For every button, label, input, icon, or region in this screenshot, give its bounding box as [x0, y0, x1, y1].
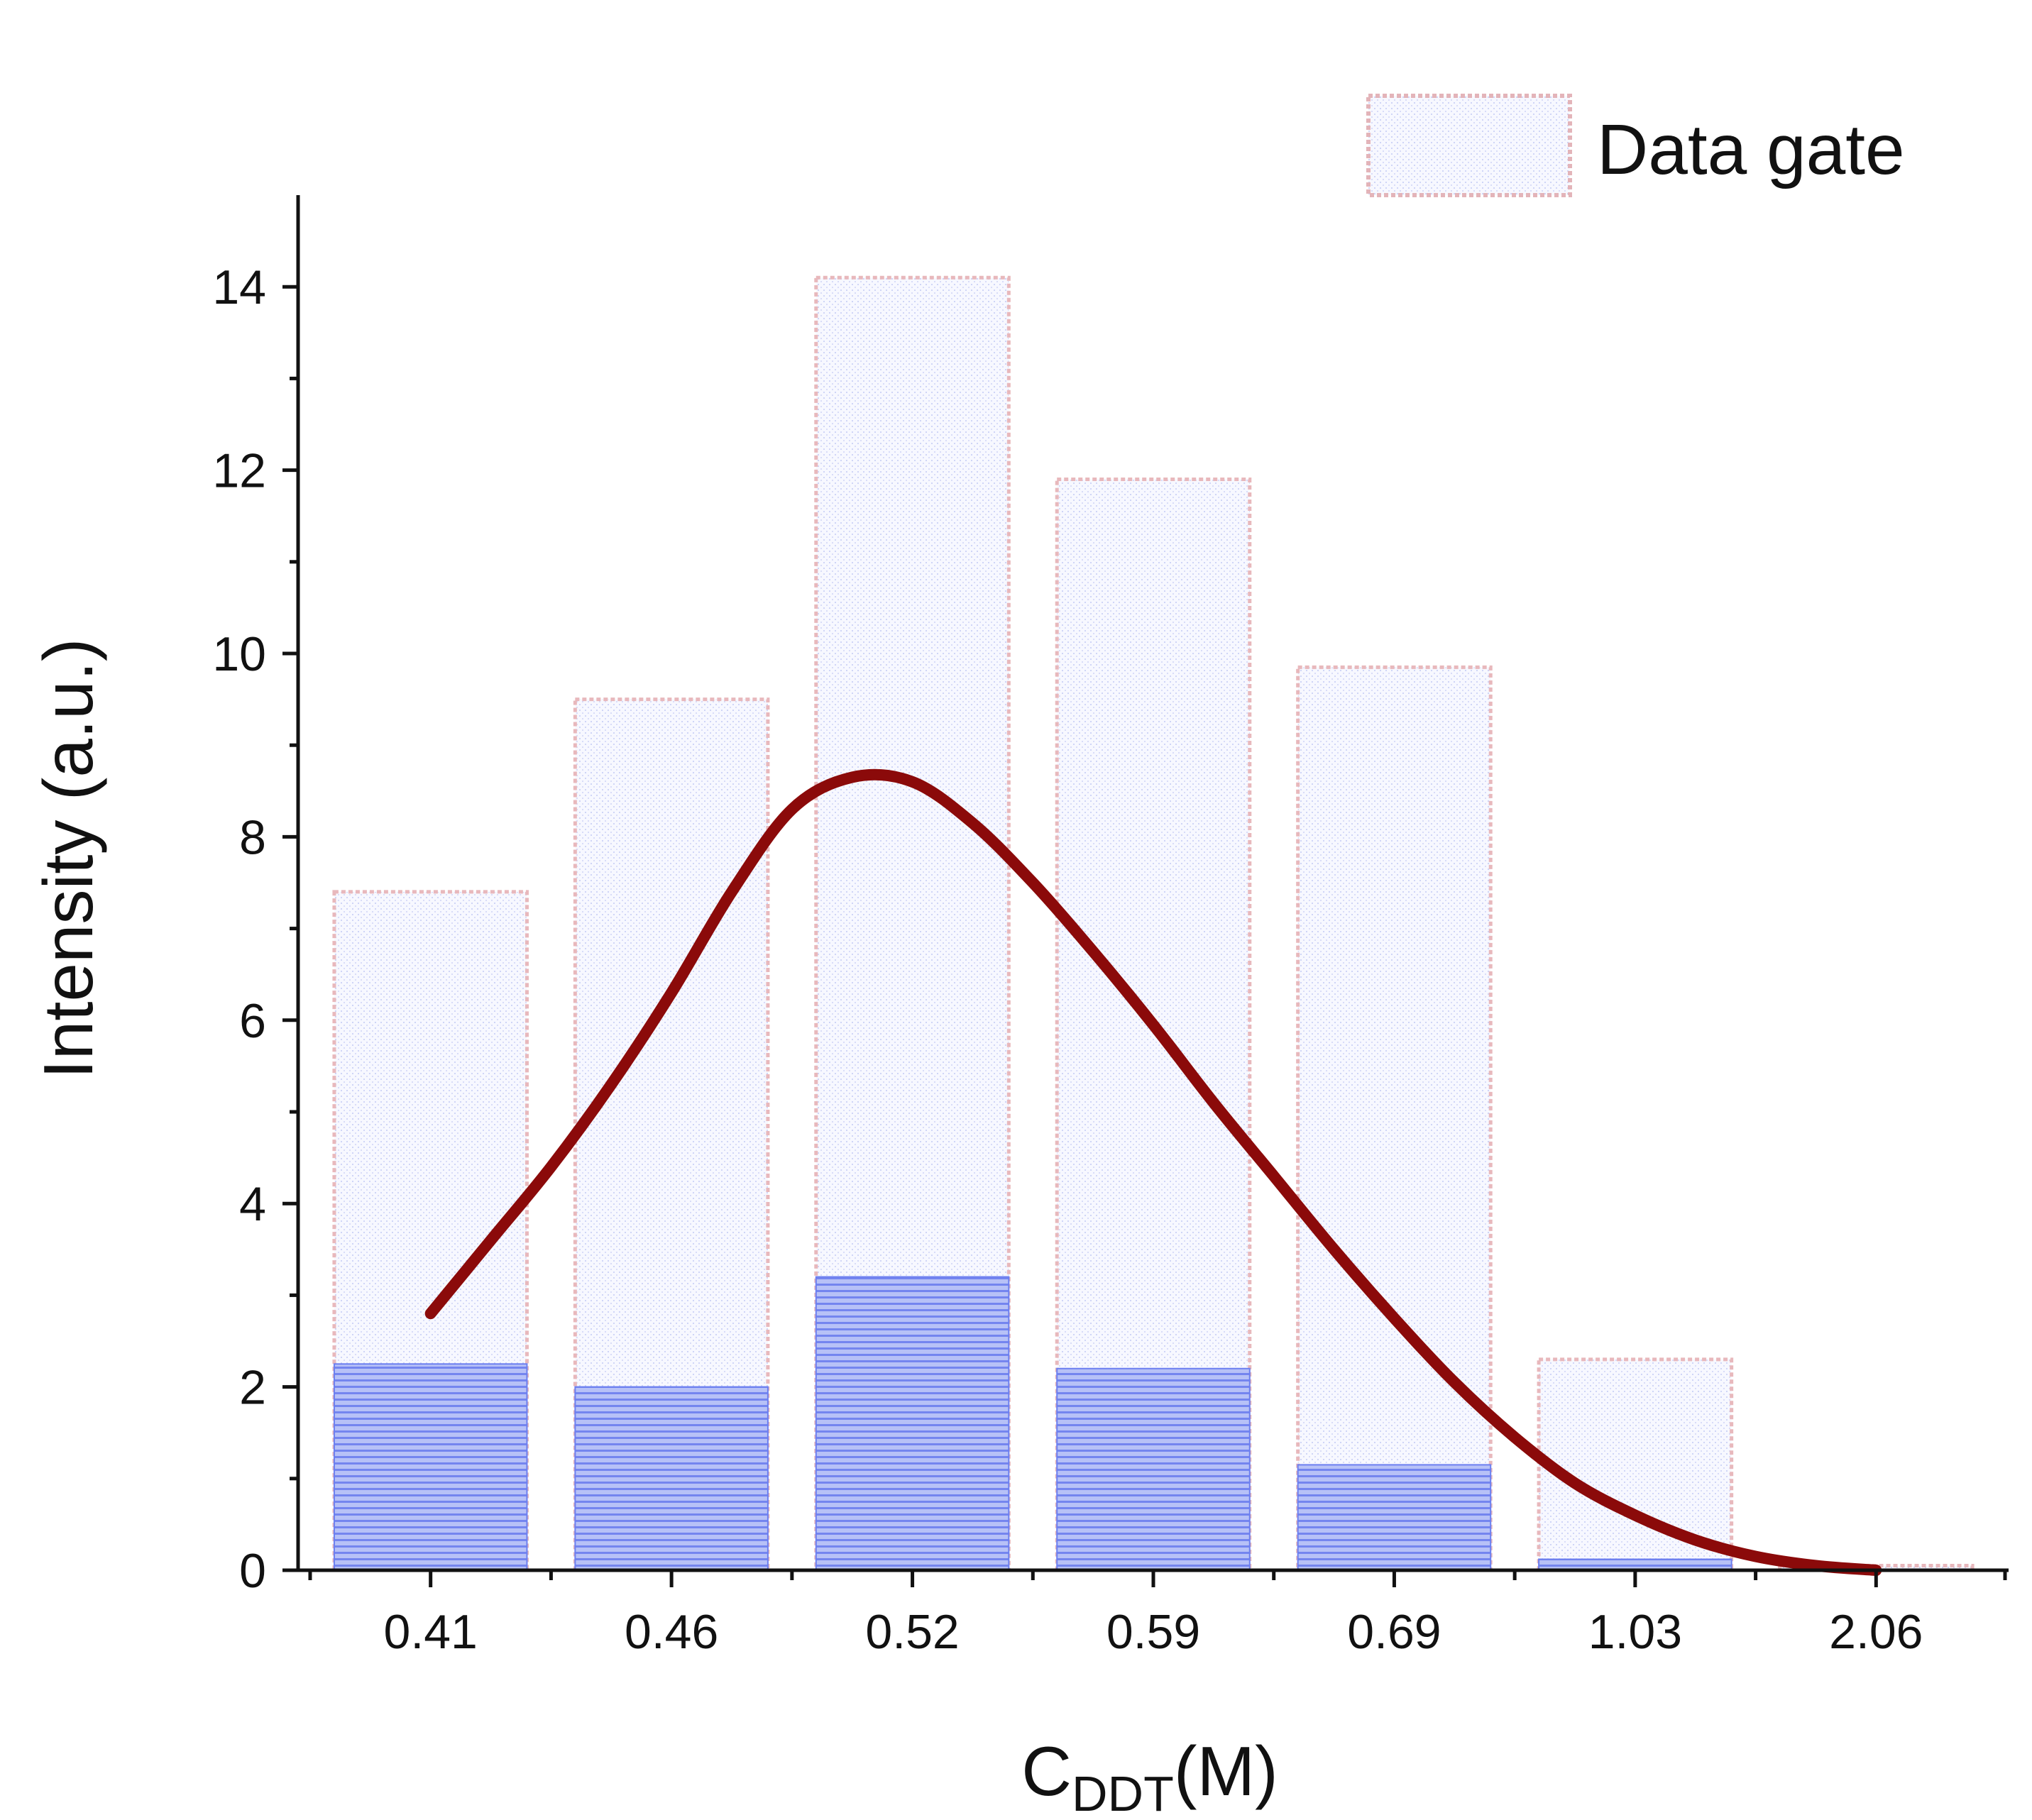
hatched-bar-0.41 — [333, 1363, 528, 1572]
y-tick-label: 6 — [239, 994, 266, 1048]
gate-bar-0.69 — [1296, 665, 1493, 1572]
legend: Data gate — [1366, 94, 1905, 197]
y-tick-label: 2 — [239, 1361, 266, 1415]
hatched-bar-0.46 — [574, 1386, 769, 1571]
hatched-bars-group — [333, 1276, 1732, 1572]
y-tick-label: 10 — [212, 627, 266, 681]
y-tick-label: 0 — [239, 1544, 266, 1598]
x-tick-label-0.46: 0.46 — [625, 1605, 718, 1659]
y-tick-label: 8 — [239, 810, 266, 864]
gate-bar-1.03 — [1537, 1357, 1734, 1572]
y-tick-label: 4 — [239, 1177, 266, 1231]
y-tick-label: 12 — [212, 444, 266, 498]
x-tick-label-1.03: 1.03 — [1588, 1605, 1682, 1659]
x-axis-title-main: C — [1021, 1732, 1072, 1810]
x-tick-label-0.41: 0.41 — [384, 1605, 478, 1659]
x-tick-label-0.69: 0.69 — [1347, 1605, 1441, 1659]
x-ticks-group: 0.41 0.46 0.52 0.59 0.69 1.03 2.06 — [308, 1570, 2007, 1659]
hatched-bar-0.59 — [1056, 1367, 1251, 1571]
x-tick-label-0.59: 0.59 — [1106, 1605, 1200, 1659]
x-axis-title-suffix: (M) — [1174, 1732, 1278, 1810]
hatched-bar-0.52 — [815, 1276, 1010, 1572]
x-axis-title: CDDT(M) — [1021, 1732, 1278, 1820]
legend-label: Data gate — [1597, 110, 1905, 189]
hatched-bar-0.69 — [1297, 1464, 1492, 1571]
legend-swatch — [1366, 94, 1572, 197]
x-tick-label-0.52: 0.52 — [865, 1605, 959, 1659]
y-ticks-group: 0 2 4 6 8 10 12 14 — [212, 260, 298, 1598]
fit-curve-line — [424, 768, 1882, 1576]
x-axis-title-subscript: DDT — [1072, 1766, 1174, 1820]
x-tick-label-2.06: 2.06 — [1829, 1605, 1923, 1659]
y-axis-title: Intensity (a.u.) — [29, 639, 107, 1079]
y-tick-label: 14 — [212, 260, 266, 314]
